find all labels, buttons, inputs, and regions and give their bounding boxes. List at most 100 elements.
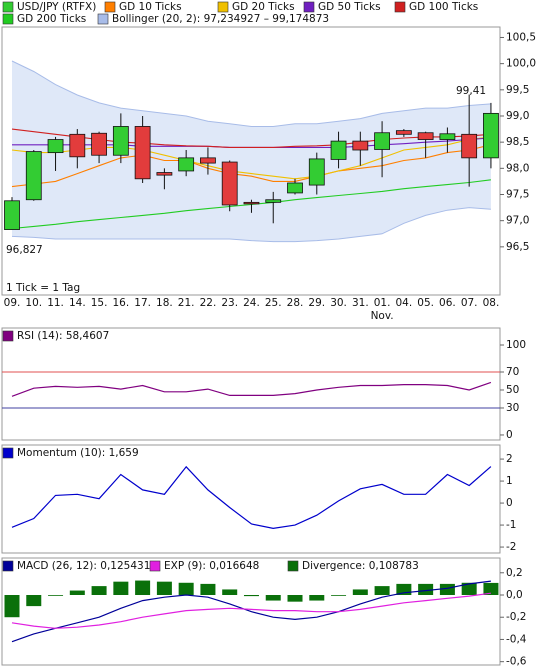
legend-swatch	[2, 330, 14, 342]
bar	[113, 581, 129, 595]
legend-label: Divergence: 0,108783	[302, 560, 419, 572]
legend-label: RSI (14): 58,4607	[17, 330, 109, 342]
candle-body	[330, 140, 347, 160]
legend-label: GD 20 Ticks	[232, 1, 295, 13]
candle-body	[69, 133, 86, 158]
plot-frame	[1, 444, 501, 554]
bollinger-band	[12, 61, 491, 242]
y-tick-label: -0,2	[506, 611, 527, 623]
bar	[200, 583, 216, 595]
y-tick-label: 100	[506, 339, 526, 351]
y-tick-label: 0,0	[506, 589, 523, 601]
legend-swatch	[104, 1, 116, 13]
moving-average	[11, 144, 492, 188]
indicator-line	[11, 592, 491, 629]
bar	[331, 595, 347, 596]
x-tick-label: 09.	[4, 297, 21, 309]
candle-body	[178, 157, 195, 172]
legend-swatch	[149, 560, 161, 572]
y-tick-label: 99,5	[506, 84, 529, 96]
candle-body	[243, 201, 260, 205]
bar	[483, 582, 499, 595]
candle-body	[156, 172, 173, 176]
candle-body	[4, 200, 20, 230]
candle-body	[265, 199, 282, 203]
candle-body	[134, 126, 151, 180]
y-tick-label: 50	[506, 384, 519, 396]
annotation: 99,41	[456, 85, 486, 97]
x-tick-label: 04.	[396, 297, 413, 309]
legend-swatch	[2, 447, 14, 459]
candle-body	[374, 132, 390, 150]
legend-swatch	[2, 13, 14, 25]
bar	[287, 595, 303, 602]
x-tick-label: 22.	[200, 297, 217, 309]
bar	[374, 586, 390, 595]
bar	[439, 583, 455, 595]
y-tick-label: 70	[506, 366, 519, 378]
y-tick-label: -2	[506, 541, 516, 553]
bar	[461, 582, 477, 595]
x-tick-label: 08.	[483, 297, 500, 309]
y-tick-label: -0,4	[506, 633, 527, 645]
candle-body	[395, 130, 412, 135]
legend-label: GD 200 Ticks	[17, 13, 86, 25]
bollinger-upper	[11, 60, 491, 127]
y-tick-label: 96,5	[506, 241, 529, 253]
bar	[26, 595, 42, 607]
x-tick-label: 24.	[243, 297, 260, 309]
y-tick-label: -0,6	[506, 656, 527, 668]
indicator-line	[11, 381, 492, 397]
x-tick-label: 15.	[91, 297, 108, 309]
candle-body	[439, 133, 456, 140]
bar	[178, 582, 194, 595]
candle-body	[25, 151, 42, 201]
bar	[396, 583, 412, 595]
candle-body	[221, 161, 238, 206]
bar	[69, 590, 85, 595]
x-tick-label: 07.	[461, 297, 478, 309]
bar	[243, 595, 259, 597]
y-tick-label: 0	[506, 497, 513, 509]
y-tick-label: 97,0	[506, 215, 529, 227]
x-tick-label: 01.	[374, 297, 391, 309]
x-tick-label: 31.	[352, 297, 369, 309]
candle-body	[200, 157, 216, 164]
y-tick-label: -1	[506, 519, 516, 531]
bar	[222, 589, 238, 595]
candle-body	[417, 132, 434, 140]
bar	[4, 595, 20, 618]
bar	[265, 595, 281, 601]
x-tick-label: 16.	[112, 297, 129, 309]
legend-label: USD/JPY (RTFX)	[17, 1, 96, 13]
legend-swatch	[97, 13, 109, 25]
annotation: 96,827	[6, 244, 43, 256]
x-tick-label: 11.	[47, 297, 64, 309]
x-tick-label: 23.	[221, 297, 238, 309]
legend-label: Bollinger (20, 2): 97,234927 – 99,174873	[112, 13, 329, 25]
candle-body	[91, 132, 107, 156]
y-tick-label: 100,5	[506, 31, 536, 43]
bar	[135, 580, 151, 595]
legend-swatch	[2, 1, 14, 13]
bar	[309, 595, 325, 601]
x-tick-label: 18.	[156, 297, 173, 309]
candle-body	[461, 133, 478, 159]
y-tick-label: 100,0	[506, 58, 536, 70]
x-tick-label: 17.	[134, 297, 151, 309]
y-tick-label: 98,5	[506, 136, 529, 148]
y-tick-label: 99,0	[506, 110, 529, 122]
legend-swatch	[217, 1, 229, 13]
legend-label: EXP (9): 0,016648	[164, 560, 259, 572]
x-tick-label: 14.	[69, 297, 86, 309]
x-tick-label: 29.	[308, 297, 325, 309]
legend-swatch	[2, 560, 14, 572]
x-tick-label: 10.	[25, 297, 42, 309]
candle-body	[47, 139, 64, 154]
y-tick-label: 97,5	[506, 189, 529, 201]
candle-body	[308, 158, 325, 186]
x-tick-label: 06.	[439, 297, 456, 309]
x-tick-label: 28.	[287, 297, 304, 309]
candle-body	[483, 112, 499, 159]
